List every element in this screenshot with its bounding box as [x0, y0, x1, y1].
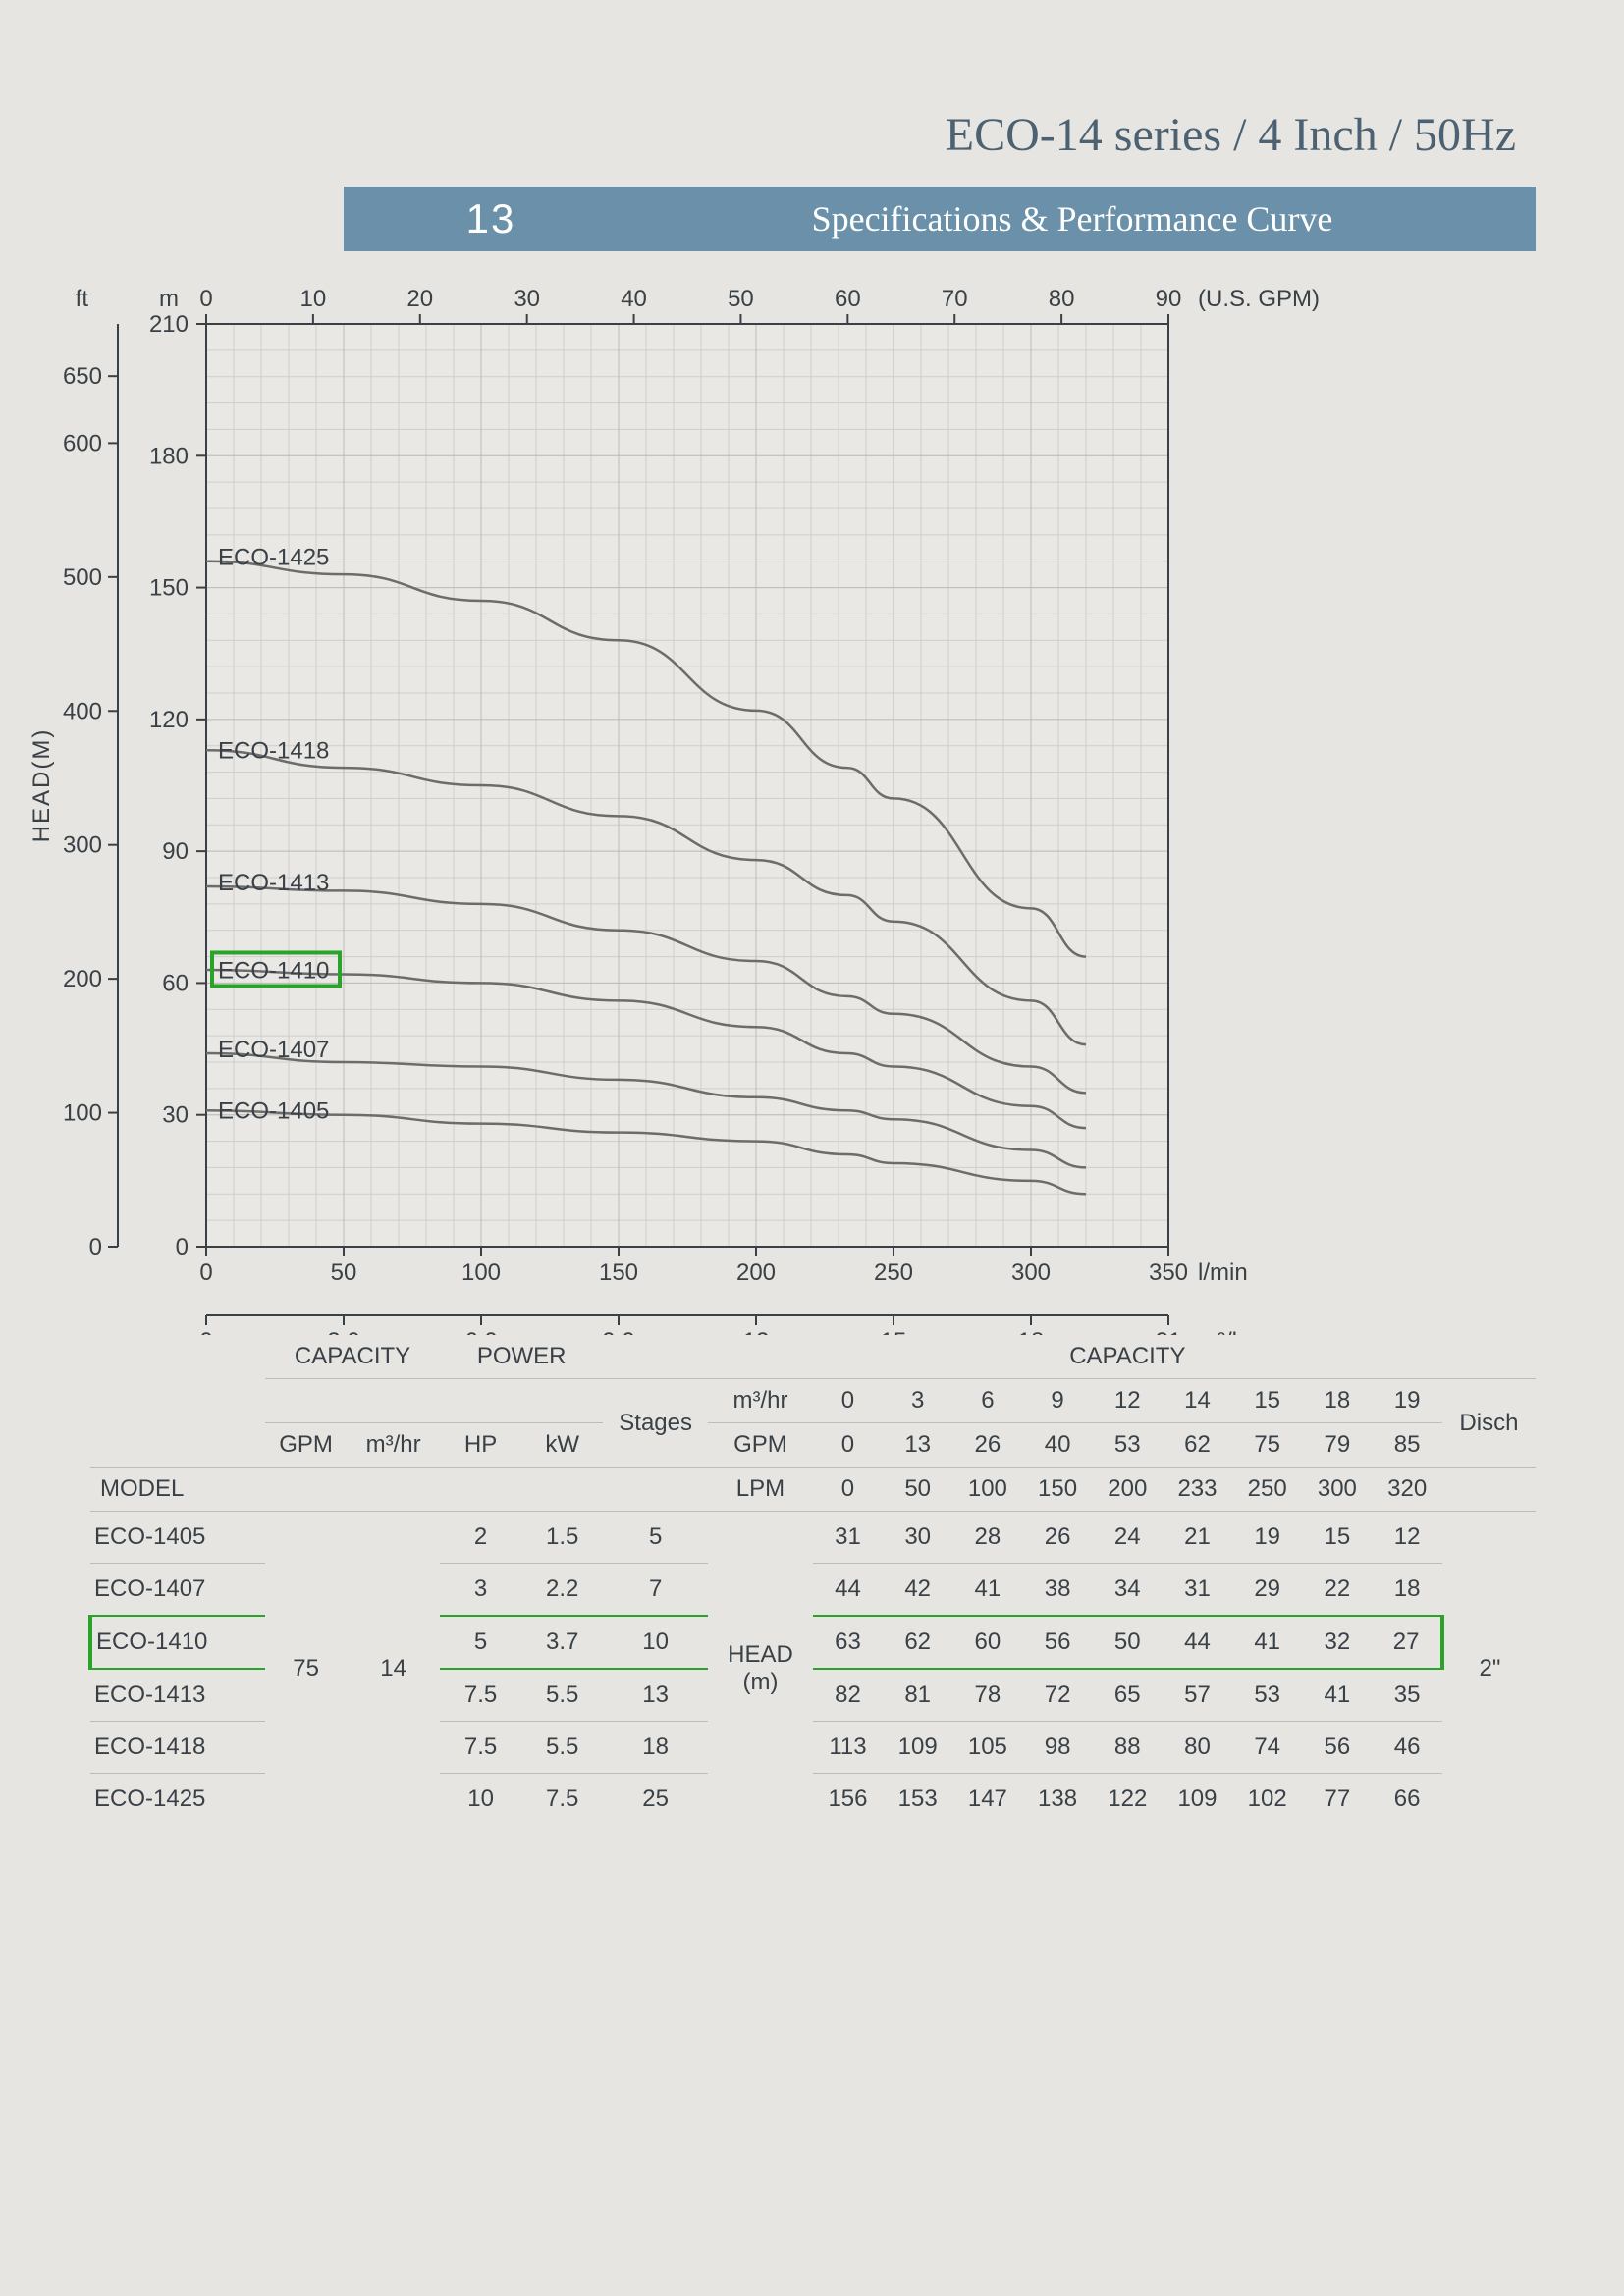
- svg-text:m: m: [159, 286, 179, 312]
- page-subtitle: Specifications & Performance Curve: [638, 198, 1536, 240]
- svg-text:210: 210: [149, 311, 189, 338]
- svg-text:ECO-1413: ECO-1413: [218, 870, 329, 896]
- svg-text:20: 20: [406, 286, 433, 312]
- svg-text:40: 40: [621, 286, 647, 312]
- model-cell: ECO-1407: [90, 1564, 265, 1617]
- svg-text:100: 100: [461, 1259, 501, 1286]
- svg-text:150: 150: [149, 575, 189, 602]
- svg-text:500: 500: [63, 564, 102, 591]
- model-cell: ECO-1425: [90, 1774, 265, 1826]
- svg-text:200: 200: [736, 1259, 776, 1286]
- svg-text:200: 200: [63, 966, 102, 992]
- svg-text:l/min: l/min: [1198, 1259, 1248, 1286]
- svg-text:HEAD(M): HEAD(M): [28, 728, 55, 843]
- svg-text:ECO-1425: ECO-1425: [218, 545, 329, 571]
- svg-text:300: 300: [1011, 1259, 1051, 1286]
- svg-text:60: 60: [835, 286, 861, 312]
- header-bar: 13 Specifications & Performance Curve: [344, 187, 1536, 251]
- svg-text:ECO-1407: ECO-1407: [218, 1037, 329, 1063]
- svg-text:0: 0: [176, 1234, 189, 1260]
- svg-text:60: 60: [162, 970, 189, 996]
- svg-text:300: 300: [63, 832, 102, 859]
- page-number: 13: [344, 195, 638, 242]
- svg-text:150: 150: [599, 1259, 638, 1286]
- svg-text:21: 21: [1156, 1328, 1182, 1335]
- svg-text:50: 50: [728, 286, 754, 312]
- page-title: ECO-14 series / 4 Inch / 50Hz: [946, 108, 1516, 162]
- svg-text:(U.S. GPM): (U.S. GPM): [1198, 286, 1320, 312]
- svg-text:ECO-1410: ECO-1410: [218, 957, 329, 984]
- svg-text:180: 180: [149, 443, 189, 469]
- svg-text:120: 120: [149, 707, 189, 733]
- svg-text:80: 80: [1049, 286, 1075, 312]
- svg-text:15: 15: [881, 1328, 907, 1335]
- svg-text:70: 70: [942, 286, 968, 312]
- svg-text:50: 50: [331, 1259, 357, 1286]
- svg-text:600: 600: [63, 430, 102, 456]
- svg-text:90: 90: [1156, 286, 1182, 312]
- svg-text:0: 0: [199, 1259, 212, 1286]
- svg-text:ft: ft: [76, 286, 89, 312]
- svg-text:0: 0: [89, 1234, 102, 1260]
- svg-text:0: 0: [199, 1328, 212, 1335]
- svg-text:650: 650: [63, 363, 102, 390]
- svg-text:3.0: 3.0: [327, 1328, 359, 1335]
- model-cell: ECO-1405: [90, 1512, 265, 1564]
- svg-text:30: 30: [162, 1102, 189, 1129]
- svg-text:ECO-1418: ECO-1418: [218, 738, 329, 765]
- svg-text:18: 18: [1018, 1328, 1045, 1335]
- model-cell: ECO-1413: [90, 1669, 265, 1722]
- specification-table: CAPACITYPOWERCAPACITYStagesm³/hr03691214…: [88, 1335, 1536, 1825]
- svg-text:350: 350: [1149, 1259, 1188, 1286]
- model-cell: ECO-1418: [90, 1722, 265, 1774]
- svg-text:12: 12: [743, 1328, 770, 1335]
- svg-text:9.0: 9.0: [602, 1328, 634, 1335]
- svg-text:90: 90: [162, 838, 189, 865]
- svg-text:400: 400: [63, 698, 102, 724]
- performance-chart: 0102030405060708090(U.S. GPM)05010015020…: [0, 265, 1624, 1335]
- svg-text:m³/h: m³/h: [1198, 1328, 1245, 1335]
- svg-text:0: 0: [199, 286, 212, 312]
- svg-text:30: 30: [514, 286, 540, 312]
- svg-text:250: 250: [874, 1259, 913, 1286]
- svg-text:10: 10: [300, 286, 327, 312]
- svg-text:6.0: 6.0: [464, 1328, 497, 1335]
- svg-text:ECO-1405: ECO-1405: [218, 1098, 329, 1125]
- svg-text:100: 100: [63, 1100, 102, 1127]
- model-cell: ECO-1410: [90, 1616, 265, 1669]
